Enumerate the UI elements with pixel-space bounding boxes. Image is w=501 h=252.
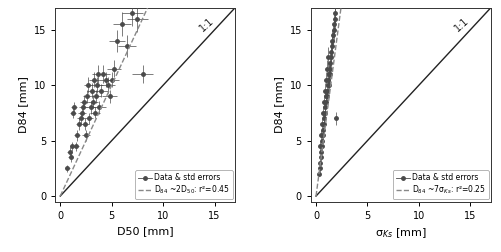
Text: 1:1: 1:1: [453, 15, 471, 33]
Y-axis label: D84 [mm]: D84 [mm]: [274, 76, 284, 133]
Y-axis label: D84 [mm]: D84 [mm]: [18, 76, 28, 133]
Legend: Data & std errors, D$_{84}$ ~7σ$_{Ks}$: r²=0.25: Data & std errors, D$_{84}$ ~7σ$_{Ks}$: …: [393, 170, 488, 199]
X-axis label: D50 [mm]: D50 [mm]: [117, 226, 173, 236]
X-axis label: σ$_{Ks}$ [mm]: σ$_{Ks}$ [mm]: [375, 226, 427, 240]
Legend: Data & std errors, D$_{84}$ ~2D$_{50}$: r²=0.45: Data & std errors, D$_{84}$ ~2D$_{50}$: …: [135, 170, 233, 199]
Text: 1:1: 1:1: [197, 15, 215, 33]
